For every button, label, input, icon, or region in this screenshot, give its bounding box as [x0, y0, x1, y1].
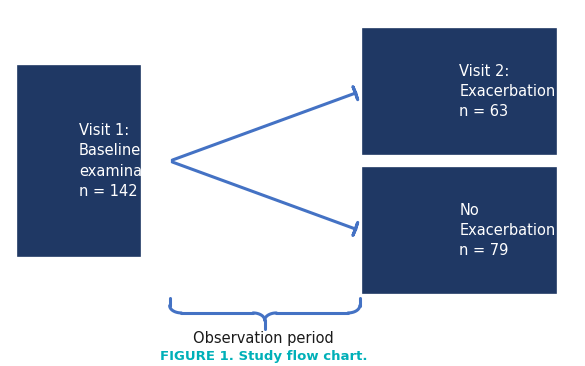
Text: FIGURE 1. Study flow chart.: FIGURE 1. Study flow chart.	[160, 350, 367, 363]
Text: Visit 1:
Baseline
examination
n = 142: Visit 1: Baseline examination n = 142	[79, 123, 170, 199]
Text: Observation period: Observation period	[193, 331, 333, 346]
FancyBboxPatch shape	[363, 168, 556, 293]
FancyBboxPatch shape	[18, 66, 140, 256]
Text: Visit 2:
Exacerbation
n = 63: Visit 2: Exacerbation n = 63	[459, 64, 556, 119]
FancyBboxPatch shape	[363, 29, 556, 154]
Text: No
Exacerbation
n = 79: No Exacerbation n = 79	[459, 203, 556, 258]
